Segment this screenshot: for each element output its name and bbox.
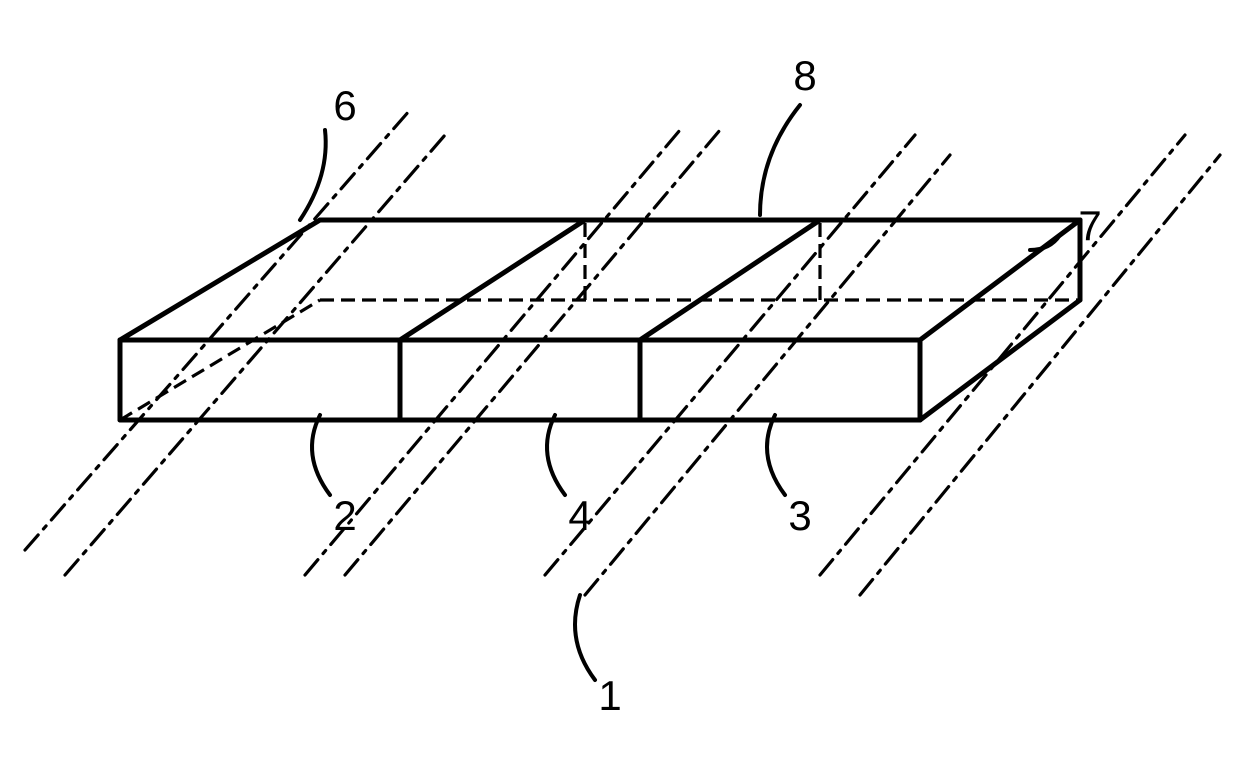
label-4: 4: [568, 492, 591, 539]
leader-line: [300, 130, 326, 220]
construction-line: [545, 135, 915, 575]
label-8: 8: [793, 52, 816, 99]
label-3: 3: [788, 492, 811, 539]
hidden-edge: [120, 300, 320, 420]
construction-line: [305, 130, 680, 575]
leader-line: [575, 595, 595, 680]
leader-line: [312, 415, 330, 495]
box-edge: [120, 220, 320, 340]
leader-line: [760, 105, 800, 215]
construction-line: [25, 110, 410, 550]
box-edge: [640, 220, 820, 340]
label-2: 2: [333, 492, 356, 539]
leader-line: [767, 415, 785, 495]
leader-line: [547, 415, 565, 495]
label-1: 1: [598, 672, 621, 719]
box-edge: [920, 300, 1080, 420]
diagram-canvas: 6 8 7 2 4 3 1: [0, 0, 1240, 758]
label-6: 6: [333, 82, 356, 129]
label-7: 7: [1078, 202, 1101, 249]
